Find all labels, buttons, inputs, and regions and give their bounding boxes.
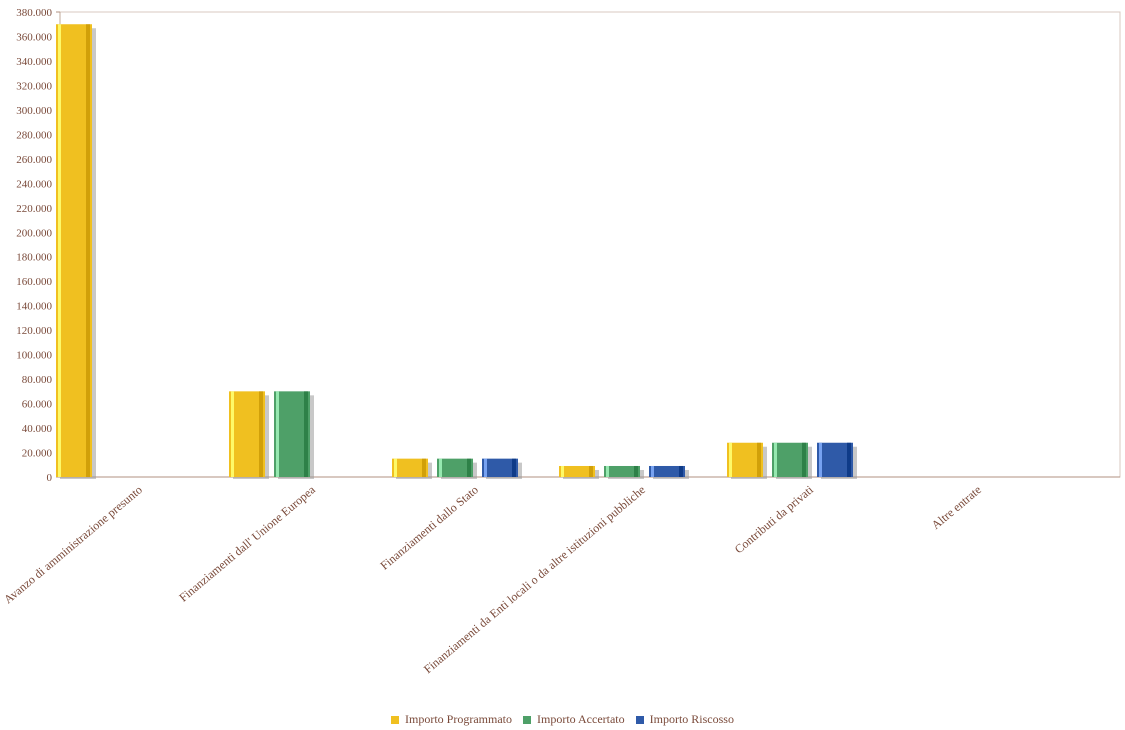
bar-body <box>604 465 640 477</box>
bar-edge <box>467 458 471 477</box>
y-tick-label: 380.000 <box>16 7 52 19</box>
bar-highlight <box>439 458 442 477</box>
legend-label-accertato: Importo Accertato <box>537 712 625 726</box>
bar-edge <box>589 465 593 477</box>
legend: Importo Programmato Importo Accertato Im… <box>0 712 1125 728</box>
y-tick-label: 200.000 <box>16 227 52 239</box>
bar-edge <box>847 442 851 477</box>
y-tick-label: 40.000 <box>22 423 53 435</box>
bar-edge <box>679 465 683 477</box>
bar <box>559 465 595 477</box>
bar <box>727 442 763 477</box>
y-tick-label: 280.000 <box>16 129 52 141</box>
bar <box>604 465 640 477</box>
y-tick-label: 260.000 <box>16 154 52 166</box>
bar-body <box>649 465 685 477</box>
x-category-label: Finanziamenti dall' Unione Europea <box>176 482 318 604</box>
y-tick-label: 140.000 <box>16 301 52 313</box>
bar-edge <box>512 458 516 477</box>
bar-highlight <box>276 391 279 477</box>
legend-swatch-programmato <box>391 715 400 724</box>
y-tick-label: 300.000 <box>16 105 52 117</box>
y-tick-label: 120.000 <box>16 325 52 337</box>
bar <box>817 442 853 477</box>
bar-highlight <box>561 465 564 477</box>
y-tick-label: 80.000 <box>22 374 53 386</box>
bar-highlight <box>606 465 609 477</box>
bar-highlight <box>58 24 61 477</box>
legend-label-programmato: Importo Programmato <box>405 712 512 726</box>
legend-item-programmato: Importo Programmato <box>391 712 512 727</box>
bar-highlight <box>651 465 654 477</box>
legend-item-accertato: Importo Accertato <box>523 712 625 727</box>
bar <box>772 442 808 477</box>
bar-highlight <box>819 442 822 477</box>
y-tick-label: 320.000 <box>16 80 52 92</box>
plot-frame <box>59 11 1121 478</box>
bar <box>482 458 518 477</box>
bar-highlight <box>729 442 732 477</box>
bar-body <box>437 458 473 477</box>
bar-edge <box>634 465 638 477</box>
bar-body <box>392 458 428 477</box>
y-tick-label: 100.000 <box>16 350 52 362</box>
legend-label-riscosso: Importo Riscosso <box>649 712 734 726</box>
legend-swatch-riscosso <box>635 715 644 724</box>
bar-highlight <box>394 458 397 477</box>
bar <box>229 391 265 477</box>
bar-edge <box>757 442 761 477</box>
y-tick-label: 0 <box>47 472 53 484</box>
bar-body <box>559 465 595 477</box>
bar-highlight <box>774 442 777 477</box>
y-tick-label: 20.000 <box>22 448 53 460</box>
y-tick-label: 180.000 <box>16 252 52 264</box>
bar-edge <box>422 458 426 477</box>
bar <box>274 391 310 477</box>
bar-edge <box>802 442 806 477</box>
y-tick-label: 60.000 <box>22 399 53 411</box>
bar-edge <box>259 391 263 477</box>
bar <box>392 458 428 477</box>
x-category-label: Avanzo di amministrazione presunto <box>1 483 145 607</box>
bar-chart: 0 20.000 40.000 60.000 80.000 100.000 120.000 1… <box>1 7 1121 676</box>
x-category-label: Altre entrate <box>929 483 984 532</box>
y-tick-label: 340.000 <box>16 56 52 68</box>
bar-edge <box>86 24 90 477</box>
legend-item-riscosso: Importo Riscosso <box>635 712 734 727</box>
y-tick-label: 160.000 <box>16 276 52 288</box>
y-tick-label: 360.000 <box>16 31 52 43</box>
x-category-label: Finanziamenti dallo Stato <box>377 483 480 573</box>
bar <box>649 465 685 477</box>
bar <box>437 458 473 477</box>
x-category-label: Contributi da privati <box>732 482 817 556</box>
bar-edge <box>304 391 308 477</box>
bar <box>56 24 92 477</box>
bar-highlight <box>231 391 234 477</box>
bar-highlight <box>484 458 487 477</box>
legend-swatch-accertato <box>523 715 531 724</box>
bar-body <box>482 458 518 477</box>
y-tick-label: 220.000 <box>16 203 52 215</box>
y-tick-label: 240.000 <box>16 178 52 190</box>
